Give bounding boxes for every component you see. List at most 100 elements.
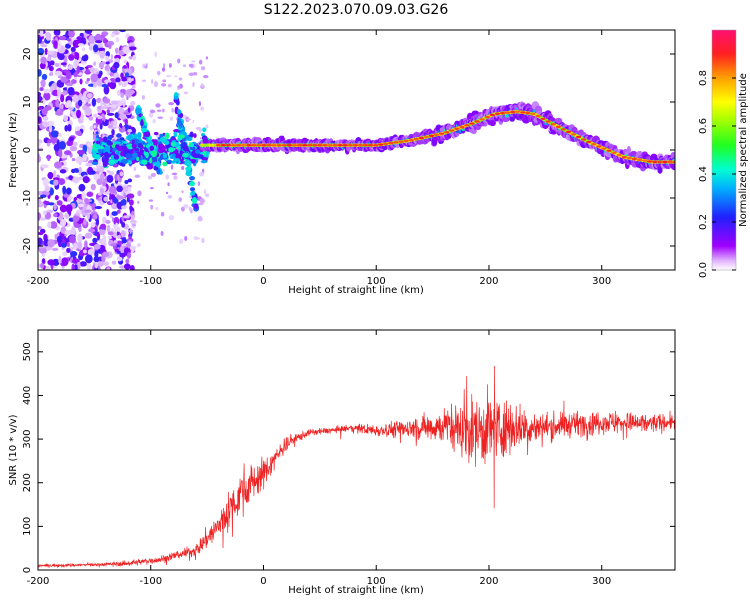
heatmap-noise-cell: [66, 247, 71, 253]
heatmap-noise-cell: [125, 258, 130, 264]
colorbar-frame: [711, 29, 737, 271]
heatmap-noise-cell: [62, 185, 67, 195]
heatmap-noise-cell: [69, 145, 78, 152]
heatmap-noise-cell: [88, 83, 95, 87]
heatmap-noise-cell: [96, 198, 102, 201]
heatmap-noise-cell: [93, 125, 97, 129]
spectrogram-xtick-label: -100: [139, 276, 162, 287]
heatmap-noise-cell: [145, 63, 148, 67]
heatmap-ridge-peak: [388, 141, 394, 145]
heatmap-noise-cell: [53, 161, 62, 169]
heatmap-noise-cell: [66, 140, 74, 147]
heatmap-ridge-peak: [291, 144, 298, 147]
heatmap-noise-cell: [188, 72, 195, 77]
heatmap-noise-cell: [56, 87, 61, 97]
snr-xtick-label: 100: [367, 576, 386, 587]
heatmap-ridge-peak: [408, 138, 414, 142]
heatmap-noise-cell: [60, 76, 68, 83]
colorbar-gradient: [712, 30, 736, 270]
heatmap-noise-cell: [115, 126, 120, 129]
heatmap-ridge-peak: [662, 160, 668, 164]
heatmap-cell: [168, 147, 174, 153]
heatmap-noise-cell: [111, 260, 117, 265]
heatmap-noise-cell: [115, 77, 121, 83]
heatmap-noise-cell: [191, 60, 196, 63]
heatmap-noise-cell: [127, 128, 133, 133]
heatmap-noise-cell: [57, 52, 65, 61]
heatmap-noise-cell: [96, 218, 100, 226]
heatmap-noise-cell: [86, 263, 92, 270]
heatmap-ridge-peak: [357, 144, 364, 147]
heatmap-noise-cell: [121, 205, 127, 210]
heatmap-noise-cell: [66, 242, 71, 248]
heatmap-noise-cell: [121, 81, 128, 88]
spectrogram-xtick-label: 200: [479, 276, 498, 287]
heatmap-cell: [152, 139, 158, 146]
heatmap-noise-cell: [79, 78, 83, 85]
heatmap-cell: [193, 133, 197, 139]
snr-ytick-label: 300: [22, 430, 33, 449]
heatmap-noise-cell: [106, 112, 115, 116]
heatmap-noise-cell: [64, 229, 73, 235]
colorbar-ticks: 0.0 0.2 0.4 0.6 0.8: [698, 70, 736, 278]
heatmap-noise-cell: [59, 204, 67, 213]
heatmap-noise-cell: [141, 94, 145, 100]
heatmap-ridge-peak: [266, 144, 272, 147]
heatmap-noise-cell: [195, 237, 201, 240]
heatmap-noise-cell: [105, 220, 111, 225]
heatmap-cell: [159, 136, 167, 143]
heatmap-ridge-peak: [423, 135, 430, 139]
heatmap-ridge-peak: [342, 144, 348, 147]
heatmap-noise-cell: [40, 164, 49, 169]
heatmap-streak-cell: [147, 140, 153, 145]
heatmap-cell: [157, 143, 165, 150]
heatmap-ridge-peak: [332, 144, 338, 147]
heatmap-streak-cell: [140, 127, 148, 133]
heatmap-cell: [162, 152, 168, 159]
heatmap-streak-cell: [143, 131, 151, 138]
heatmap-noise-cell: [109, 107, 115, 112]
heatmap-streak-cell: [179, 134, 185, 139]
heatmap-noise-cell: [76, 65, 80, 75]
heatmap-noise-cell: [68, 30, 75, 38]
heatmap-noise-cell: [81, 47, 86, 52]
heatmap-noise-cell: [97, 105, 102, 110]
heatmap-ridge-peak: [373, 144, 379, 147]
heatmap-ridge-peak: [515, 110, 521, 113]
heatmap-noise-cell: [110, 104, 117, 109]
heatmap-streak-cell: [182, 152, 190, 158]
heatmap-cell: [153, 131, 159, 136]
heatmap-cell: [94, 155, 101, 160]
heatmap-noise-cell: [148, 199, 154, 202]
heatmap-noise-cell: [68, 106, 75, 111]
heatmap-noise-cell: [55, 110, 64, 116]
heatmap-ridge-peak: [317, 144, 323, 147]
heatmap-noise-cell: [40, 262, 45, 269]
heatmap-noise-cell: [46, 139, 52, 144]
heatmap-noise-cell: [73, 243, 78, 250]
heatmap-streak-cell: [182, 145, 189, 152]
heatmap-noise-cell: [96, 178, 104, 186]
heatmap-ridge-peak: [246, 144, 252, 147]
heatmap-noise-cell: [77, 43, 85, 47]
heatmap-ridge-peak: [616, 153, 622, 157]
heatmap-noise-cell: [93, 255, 100, 263]
heatmap-noise-cell: [188, 63, 194, 68]
heatmap-noise-cell: [60, 218, 67, 227]
heatmap-noise-cell: [149, 109, 156, 114]
heatmap-noise-cell: [61, 257, 69, 266]
heatmap-noise-cell: [78, 203, 85, 208]
heatmap-ridge-peak: [433, 133, 440, 136]
heatmap-streak-cell: [184, 159, 192, 167]
heatmap-noise-cell: [201, 237, 205, 244]
heatmap-ridge-peak: [459, 125, 465, 129]
heatmap-noise-cell: [123, 215, 130, 219]
heatmap-noise-cell: [181, 206, 185, 212]
heatmap-noise-cell: [39, 62, 46, 70]
heatmap-noise-cell: [84, 30, 93, 34]
heatmap-ridge-peak: [296, 144, 303, 147]
heatmap-streak-cell: [189, 175, 196, 181]
heatmap-noise-cell: [71, 225, 76, 235]
heatmap-ridge-peak: [413, 137, 419, 141]
heatmap-ridge-peak: [439, 132, 445, 135]
